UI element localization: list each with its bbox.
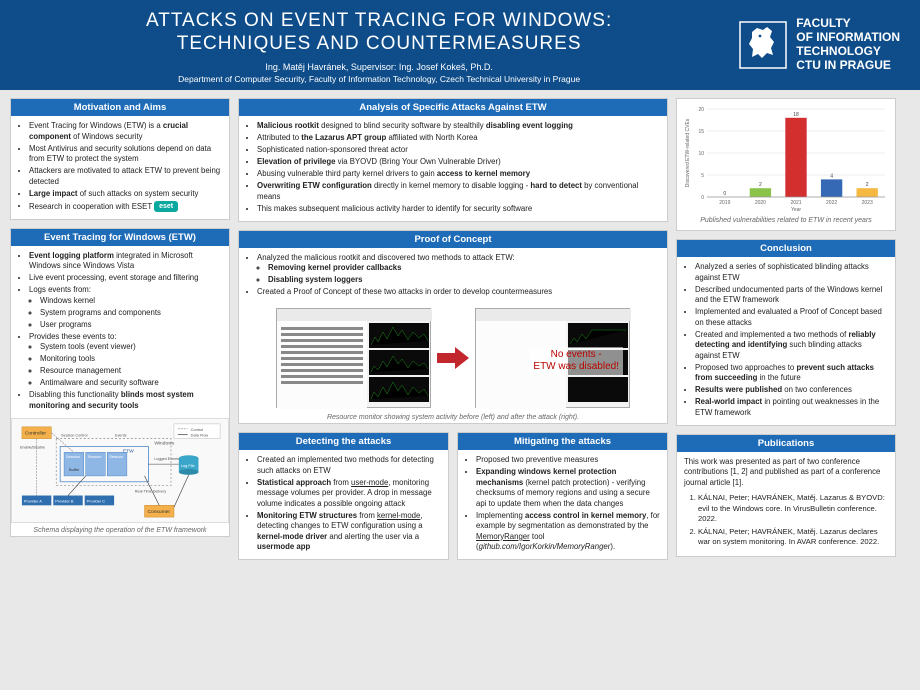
detect-mitigate-row: Detecting the attacks Created an impleme… — [238, 432, 668, 560]
poc-overlay: No events - ETW was disabled! — [529, 347, 623, 375]
svg-text:18: 18 — [793, 112, 799, 118]
detect-body: Created an implemented two methods for d… — [239, 450, 448, 559]
detect-box: Detecting the attacks Created an impleme… — [238, 432, 449, 560]
faculty-text: FACULTY OF INFORMATION TECHNOLOGY CTU IN… — [796, 17, 900, 72]
svg-text:Log File: Log File — [181, 463, 195, 468]
publications-box: Publications This work was presented as … — [676, 434, 896, 557]
poc-body: Analyzed the malicious rootkit and disco… — [239, 248, 667, 305]
publication-2: KÁLNAI, Peter; HAVRÁNEK, Matěj. Lazarus … — [698, 527, 888, 548]
conclusion-body: Analyzed a series of sophisticated blind… — [677, 257, 895, 425]
svg-text:Session Control: Session Control — [61, 433, 87, 437]
svg-text:Year: Year — [791, 207, 801, 213]
etw-caption: Schema displaying the operation of the E… — [11, 525, 229, 536]
right-column: 0 5 10 15 20 Discovered ETW-related CVEs 0 2019… — [676, 98, 896, 560]
svg-text:Controller: Controller — [25, 430, 47, 436]
poster-header: ATTACKS ON EVENT TRACING FOR WINDOWS: TE… — [0, 0, 920, 90]
detect-title: Detecting the attacks — [239, 433, 448, 450]
poc-before — [276, 308, 431, 408]
faculty-logo: FACULTY OF INFORMATION TECHNOLOGY CTU IN… — [738, 10, 900, 80]
poc-caption: Resource monitor showing system activity… — [239, 412, 667, 423]
svg-text:Control: Control — [191, 427, 204, 432]
header-text: ATTACKS ON EVENT TRACING FOR WINDOWS: TE… — [20, 10, 738, 80]
mitigate-box: Mitigating the attacks Proposed two prev… — [457, 432, 668, 560]
svg-text:4: 4 — [830, 173, 833, 179]
chart-caption: Published vulnerabilities related to ETW… — [681, 215, 891, 226]
svg-text:Provider A: Provider A — [24, 498, 42, 503]
svg-text:Session: Session — [88, 454, 102, 459]
svg-text:10: 10 — [698, 151, 704, 157]
svg-text:Logged Events: Logged Events — [154, 457, 179, 461]
svg-text:20: 20 — [698, 107, 704, 113]
svg-text:Discovered ETW-related CVEs: Discovered ETW-related CVEs — [685, 118, 691, 187]
svg-text:5: 5 — [701, 173, 704, 179]
left-column: Motivation and Aims Event Tracing for Wi… — [10, 98, 230, 560]
title-line-1: ATTACKS ON EVENT TRACING FOR WINDOWS: — [20, 10, 738, 33]
svg-text:Session: Session — [109, 454, 123, 459]
svg-text:Windows: Windows — [154, 440, 174, 446]
svg-text:Session: Session — [66, 454, 80, 459]
publications-body: This work was presented as part of two c… — [677, 452, 895, 556]
etw-title: Event Tracing for Windows (ETW) — [11, 229, 229, 246]
author-line: Ing. Matěj Havránek, Supervisor: Ing. Jo… — [20, 62, 738, 72]
svg-text:2022: 2022 — [826, 200, 837, 206]
motivation-box: Motivation and Aims Event Tracing for Wi… — [10, 98, 230, 220]
poc-screenshots: No events - ETW was disabled! — [239, 304, 667, 412]
publication-1: KÁLNAI, Peter; HAVRÁNEK, Matěj. Lazarus … — [698, 493, 888, 524]
svg-text:Data Flow: Data Flow — [191, 432, 209, 437]
mitigate-title: Mitigating the attacks — [458, 433, 667, 450]
svg-text:Provider B: Provider B — [55, 498, 74, 503]
motivation-body: Event Tracing for Windows (ETW) is a cru… — [11, 116, 229, 219]
etw-body: Event logging platform integrated in Mic… — [11, 246, 229, 418]
etw-diagram: Windows ETW Session Session Session Buff… — [11, 418, 229, 523]
svg-text:Events: Events — [115, 433, 127, 437]
svg-text:15: 15 — [698, 129, 704, 135]
conclusion-title: Conclusion — [677, 240, 895, 257]
etw-box: Event Tracing for Windows (ETW) Event lo… — [10, 228, 230, 537]
motivation-title: Motivation and Aims — [11, 99, 229, 116]
svg-text:2: 2 — [759, 182, 762, 188]
svg-text:2020: 2020 — [755, 200, 766, 206]
chart-box: 0 5 10 15 20 Discovered ETW-related CVEs 0 2019… — [676, 98, 896, 231]
title-line-2: TECHNIQUES AND COUNTERMEASURES — [20, 33, 738, 56]
mitigate-body: Proposed two preventive measures Expandi… — [458, 450, 667, 559]
svg-text:2: 2 — [866, 182, 869, 188]
middle-column: Analysis of Specific Attacks Against ETW… — [238, 98, 668, 560]
conclusion-box: Conclusion Analyzed a series of sophisti… — [676, 239, 896, 426]
svg-text:Consumer: Consumer — [147, 509, 170, 515]
lion-icon — [738, 20, 788, 70]
analysis-body: Malicious rootkit designed to blind secu… — [239, 116, 667, 221]
eset-badge-icon: eset — [154, 201, 178, 212]
svg-text:2019: 2019 — [719, 200, 730, 206]
poc-after: No events - ETW was disabled! — [475, 308, 630, 408]
publications-title: Publications — [677, 435, 895, 452]
analysis-box: Analysis of Specific Attacks Against ETW… — [238, 98, 668, 222]
svg-text:Real-Time Delivery: Real-Time Delivery — [135, 489, 167, 493]
svg-text:Buffer: Buffer — [69, 467, 80, 472]
svg-text:Provider C: Provider C — [87, 498, 106, 503]
svg-text:2021: 2021 — [790, 200, 801, 206]
dept-line: Department of Computer Security, Faculty… — [20, 74, 738, 84]
svg-text:Enable/Disable: Enable/Disable — [20, 445, 45, 449]
svg-text:0: 0 — [723, 191, 726, 197]
analysis-title: Analysis of Specific Attacks Against ETW — [239, 99, 667, 116]
arrow-icon — [435, 343, 471, 373]
poster-body: Motivation and Aims Event Tracing for Wi… — [0, 90, 920, 568]
svg-text:0: 0 — [701, 195, 704, 201]
poc-title: Proof of Concept — [239, 231, 667, 248]
poc-box: Proof of Concept Analyzed the malicious … — [238, 230, 668, 425]
svg-text:2023: 2023 — [862, 200, 873, 206]
cve-bar-chart: 0 5 10 15 20 Discovered ETW-related CVEs 0 2019… — [681, 103, 891, 213]
publications-intro: This work was presented as part of two c… — [684, 457, 888, 489]
